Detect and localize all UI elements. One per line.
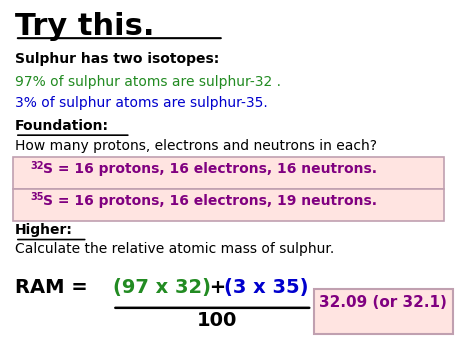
Text: RAM =: RAM =: [15, 278, 94, 297]
Text: Sulphur has two isotopes:: Sulphur has two isotopes:: [15, 52, 219, 66]
Text: (3 x 35): (3 x 35): [224, 278, 308, 297]
Text: (97 x 32): (97 x 32): [112, 278, 210, 297]
Text: Try this.: Try this.: [15, 12, 155, 41]
Text: 32.09 (or 32.1): 32.09 (or 32.1): [319, 295, 447, 310]
Text: 32: 32: [31, 161, 45, 171]
Text: Higher:: Higher:: [15, 223, 73, 237]
Text: Foundation:: Foundation:: [15, 119, 109, 133]
Text: S = 16 protons, 16 electrons, 16 neutrons.: S = 16 protons, 16 electrons, 16 neutron…: [43, 162, 377, 176]
Text: 3% of sulphur atoms are sulphur-35.: 3% of sulphur atoms are sulphur-35.: [15, 96, 268, 110]
Text: +: +: [203, 278, 233, 297]
Text: How many protons, electrons and neutrons in each?: How many protons, electrons and neutrons…: [15, 139, 377, 153]
Text: 100: 100: [196, 311, 237, 330]
FancyBboxPatch shape: [13, 189, 444, 221]
Text: 97% of sulphur atoms are sulphur-32 .: 97% of sulphur atoms are sulphur-32 .: [15, 75, 281, 89]
FancyBboxPatch shape: [314, 288, 453, 334]
Text: 35: 35: [31, 192, 45, 202]
Text: S = 16 protons, 16 electrons, 19 neutrons.: S = 16 protons, 16 electrons, 19 neutron…: [43, 194, 377, 208]
Text: Calculate the relative atomic mass of sulphur.: Calculate the relative atomic mass of su…: [15, 243, 334, 256]
FancyBboxPatch shape: [13, 157, 444, 190]
